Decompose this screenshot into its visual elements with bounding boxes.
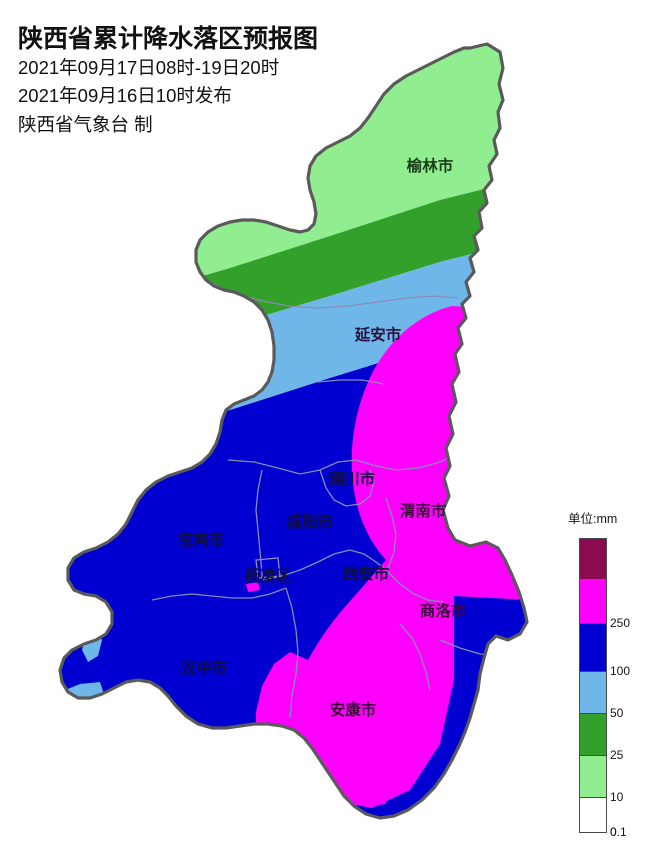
province-outline — [58, 42, 529, 820]
prefecture-boundaries — [151, 279, 499, 719]
legend-color-bar — [579, 538, 607, 833]
legend-tickline-10 — [579, 797, 607, 798]
legend-swatch-10 — [580, 756, 606, 798]
title-block: 陕西省累计降水落区预报图 2021年09月17日08时-19日20时 2021年… — [18, 25, 438, 140]
issue-time-text: 2021年09月16日10时发布 — [18, 85, 232, 107]
legend-tickline-250 — [579, 623, 607, 624]
legend: 单位:mm 250 100 50 25 10 0.1 0 — [560, 508, 660, 844]
legend-tick-0: 0 — [610, 825, 617, 839]
band-100-250mm-south-tip — [366, 792, 386, 806]
legend-tick-250: 250 — [610, 616, 631, 630]
legend-tick-10: 10 — [610, 790, 624, 804]
issuer-text: 陕西省气象台 制 — [18, 113, 153, 135]
band-100-250mm-central — [289, 560, 454, 808]
legend-swatch-250 — [580, 579, 606, 624]
legend-tick-0-1: 0.1 — [610, 825, 627, 839]
legend-tick-25: 25 — [610, 748, 624, 762]
legend-swatch-100 — [580, 624, 606, 672]
legend-swatch-50 — [580, 672, 606, 714]
band-100-250mm-yangling-dot — [246, 582, 260, 592]
legend-tickline-0-1 — [579, 832, 607, 833]
legend-tickline-50 — [579, 713, 607, 714]
legend-tick-100: 100 — [610, 664, 631, 678]
legend-swatch-max — [580, 539, 606, 579]
forecast-period-text: 2021年09月17日08时-19日20时 — [18, 56, 280, 78]
legend-swatch-25 — [580, 714, 606, 756]
legend-unit-label: 单位:mm — [568, 512, 618, 526]
legend-tick-50: 50 — [610, 706, 624, 720]
legend-tickline-100 — [579, 671, 607, 672]
page-title: 陕西省累计降水落区预报图 — [18, 25, 319, 53]
legend-swatch-0-1 — [580, 798, 606, 833]
legend-tickline-25 — [579, 755, 607, 756]
